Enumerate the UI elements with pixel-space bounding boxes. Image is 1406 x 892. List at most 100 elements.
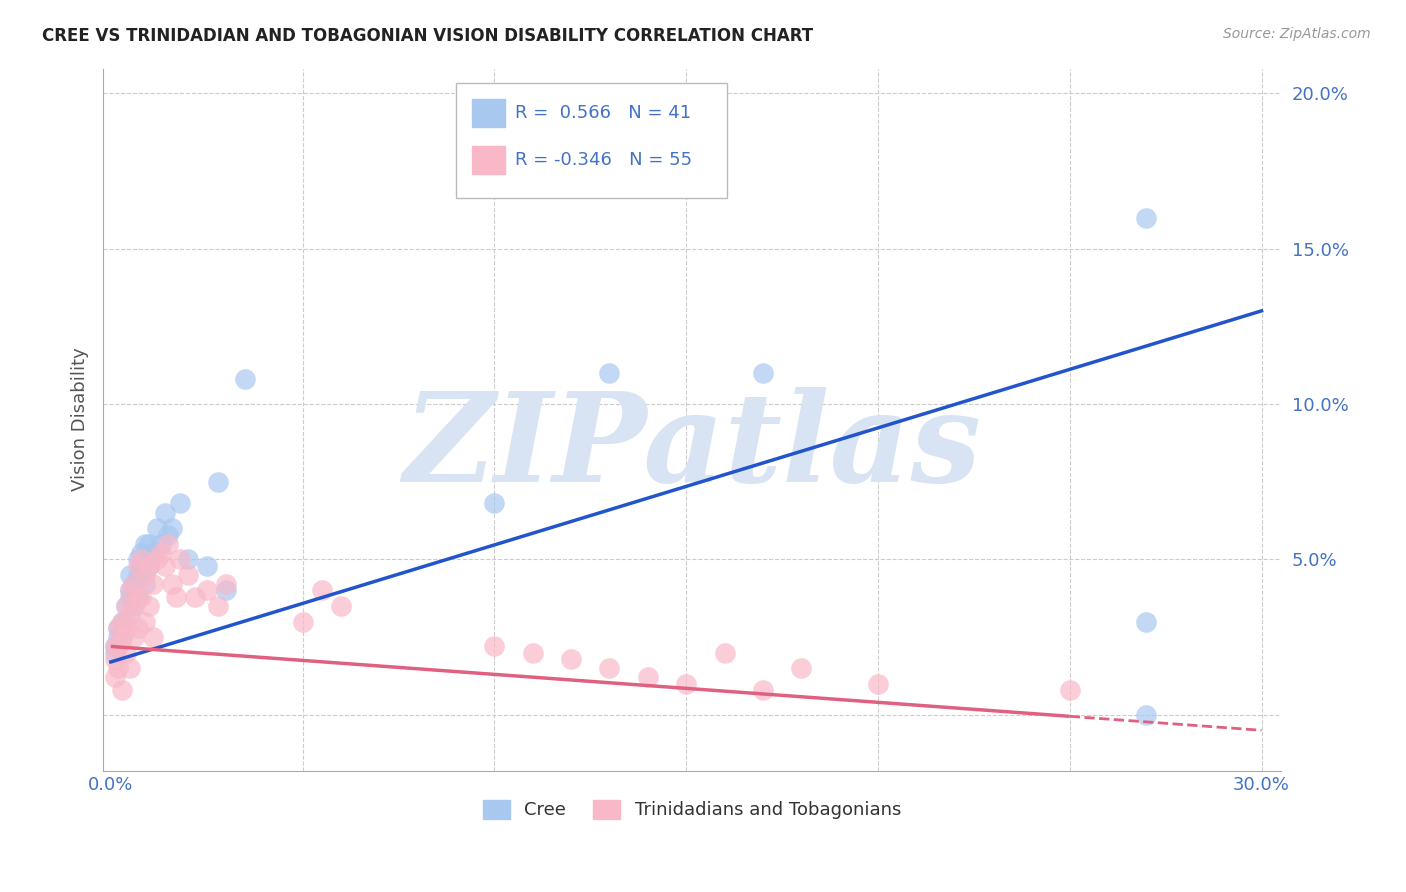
Point xyxy=(790,661,813,675)
Text: CREE VS TRINIDADIAN AND TOBAGONIAN VISION DISABILITY CORRELATION CHART: CREE VS TRINIDADIAN AND TOBAGONIAN VISIO… xyxy=(42,27,813,45)
Point xyxy=(637,671,659,685)
Point xyxy=(484,496,506,510)
Point xyxy=(122,599,145,613)
Point xyxy=(146,521,169,535)
Point xyxy=(127,558,149,573)
FancyBboxPatch shape xyxy=(471,99,505,127)
Point xyxy=(752,366,775,380)
Point xyxy=(138,558,160,573)
Point xyxy=(138,599,160,613)
Point xyxy=(142,546,165,560)
Point xyxy=(118,608,141,623)
Point xyxy=(104,646,127,660)
Point xyxy=(127,590,149,604)
Point xyxy=(107,621,129,635)
Point xyxy=(127,552,149,566)
Point xyxy=(115,646,138,660)
Point xyxy=(146,552,169,566)
Point xyxy=(134,537,156,551)
Point xyxy=(1135,707,1157,722)
Point xyxy=(752,682,775,697)
Point xyxy=(329,599,352,613)
Point xyxy=(1135,615,1157,629)
Point xyxy=(111,682,134,697)
Point xyxy=(118,590,141,604)
Point xyxy=(107,621,129,635)
Point xyxy=(138,537,160,551)
Point xyxy=(104,640,127,654)
Point xyxy=(107,661,129,675)
Point xyxy=(131,558,153,573)
Point xyxy=(111,615,134,629)
Point xyxy=(122,630,145,644)
Point xyxy=(127,568,149,582)
Point xyxy=(675,676,697,690)
Point xyxy=(1059,682,1081,697)
Point xyxy=(157,527,180,541)
FancyBboxPatch shape xyxy=(471,145,505,174)
Point xyxy=(134,568,156,582)
Point xyxy=(598,366,620,380)
Point xyxy=(122,599,145,613)
FancyBboxPatch shape xyxy=(457,83,727,198)
Point xyxy=(149,537,172,551)
Point xyxy=(866,676,889,690)
Point xyxy=(160,521,183,535)
Legend: Cree, Trinidadians and Tobagonians: Cree, Trinidadians and Tobagonians xyxy=(477,795,907,825)
Point xyxy=(122,577,145,591)
Point xyxy=(484,640,506,654)
Point xyxy=(111,630,134,644)
Point xyxy=(1135,211,1157,225)
Point xyxy=(195,558,218,573)
Point xyxy=(522,646,544,660)
Point xyxy=(131,546,153,560)
Point xyxy=(169,552,191,566)
Text: Source: ZipAtlas.com: Source: ZipAtlas.com xyxy=(1223,27,1371,41)
Point xyxy=(311,583,333,598)
Point xyxy=(134,615,156,629)
Point xyxy=(118,583,141,598)
Point xyxy=(176,568,198,582)
Point xyxy=(149,546,172,560)
Point xyxy=(157,537,180,551)
Point xyxy=(111,615,134,629)
Point xyxy=(215,583,238,598)
Point xyxy=(207,599,229,613)
Point xyxy=(118,583,141,598)
Point xyxy=(291,615,314,629)
Point xyxy=(169,496,191,510)
Point xyxy=(104,671,127,685)
Point xyxy=(131,590,153,604)
Point xyxy=(184,590,207,604)
Point xyxy=(122,577,145,591)
Point xyxy=(127,621,149,635)
Point xyxy=(165,590,187,604)
Point xyxy=(104,652,127,666)
Point xyxy=(138,558,160,573)
Point xyxy=(134,577,156,591)
Point xyxy=(215,577,238,591)
Point xyxy=(560,652,582,666)
Point xyxy=(233,372,256,386)
Y-axis label: Vision Disability: Vision Disability xyxy=(72,348,89,491)
Point xyxy=(176,552,198,566)
Point xyxy=(713,646,735,660)
Point xyxy=(111,630,134,644)
Point xyxy=(142,577,165,591)
Point xyxy=(107,640,129,654)
Point xyxy=(127,590,149,604)
Point xyxy=(118,568,141,582)
Point xyxy=(115,621,138,635)
Point xyxy=(122,590,145,604)
Point xyxy=(118,661,141,675)
Point xyxy=(195,583,218,598)
Point xyxy=(142,630,165,644)
Point xyxy=(104,640,127,654)
Point xyxy=(131,552,153,566)
Point xyxy=(153,506,176,520)
Point xyxy=(115,615,138,629)
Point xyxy=(153,558,176,573)
Point xyxy=(160,577,183,591)
Point xyxy=(115,599,138,613)
Point xyxy=(598,661,620,675)
